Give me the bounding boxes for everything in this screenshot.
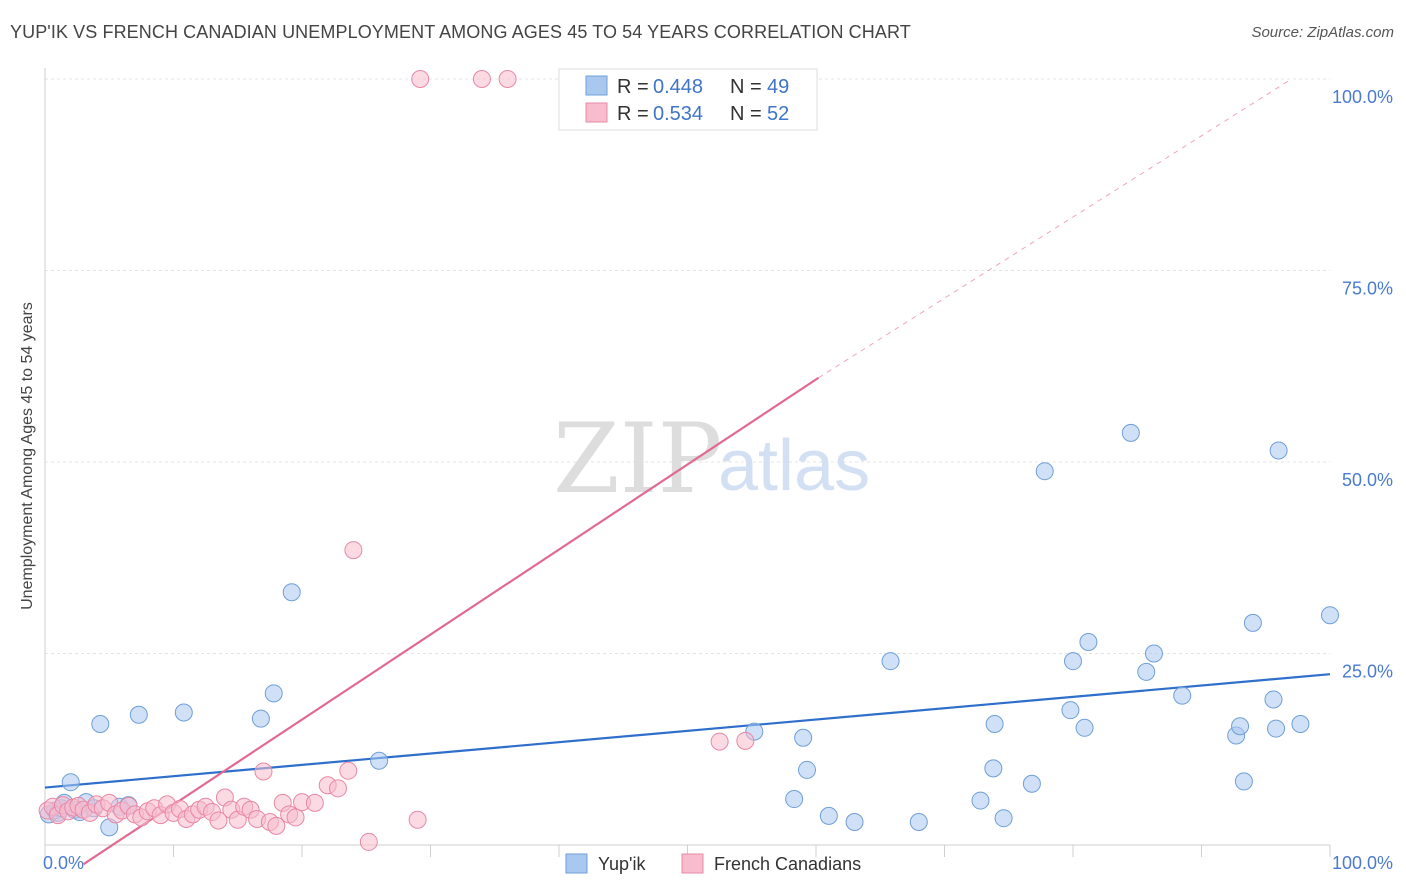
french-canadians-point-42 <box>305 793 324 812</box>
chart-title: YUP'IK VS FRENCH CANADIAN UNEMPLOYMENT A… <box>10 22 911 42</box>
series-legend-label-yupik: Yup'ik <box>598 854 646 874</box>
french-canadians-point-35 <box>254 762 273 781</box>
watermark: ZIP atlas <box>553 403 870 515</box>
legend-r-label-yupik: R = <box>617 76 649 98</box>
french-canadians-point-52 <box>710 732 729 751</box>
legend-r-label-french-canadians: R = <box>617 103 649 125</box>
yupik-point-5 <box>61 773 80 792</box>
yupik-point-47 <box>1267 719 1286 738</box>
legend-n-value-yupik: 49 <box>767 76 789 98</box>
yupik-point-38 <box>1121 423 1140 442</box>
yupik-point-16 <box>251 709 270 728</box>
yupik-trend-line <box>44 673 1331 789</box>
french-canadians-trend-line <box>82 376 820 866</box>
french-canadians-point-49 <box>411 70 430 88</box>
legend-swatch-french-canadians <box>585 102 608 123</box>
x-tick-label-1: 100.0% <box>1332 853 1393 873</box>
y-tick-label-3: 100.0% <box>1332 87 1393 107</box>
yupik-point-36 <box>1075 718 1094 737</box>
yupik-point-17 <box>264 684 283 703</box>
yupik-point-10 <box>91 714 110 733</box>
yupik-point-21 <box>785 790 804 809</box>
legend-swatch-yupik <box>585 75 608 96</box>
x-tick-label-0: 0.0% <box>43 853 84 873</box>
french-canadians-point-44 <box>328 779 347 798</box>
legend-r-value-yupik: 0.448 <box>653 76 703 98</box>
yupik-point-46 <box>1264 690 1283 709</box>
yupik-point-32 <box>1022 774 1041 793</box>
y-tick-label-1: 50.0% <box>1342 470 1393 490</box>
french-canadians-point-37 <box>267 816 286 835</box>
y-tick-label-0: 25.0% <box>1342 662 1393 682</box>
yupik-point-24 <box>819 806 838 825</box>
yupik-point-45 <box>1243 613 1262 632</box>
legend-n-label-yupik: N = <box>730 76 762 98</box>
yupik-point-37 <box>1079 633 1098 652</box>
french-canadians-point-53 <box>736 731 755 750</box>
yupik-point-50 <box>1321 606 1339 625</box>
french-canadians-point-40 <box>286 808 305 827</box>
yupik-point-31 <box>994 809 1013 828</box>
yupik-point-34 <box>1061 701 1080 720</box>
yupik-point-49 <box>1291 714 1310 733</box>
y-tick-labels: 25.0% 50.0% 75.0% 100.0% <box>1332 87 1393 682</box>
yupik-point-40 <box>1144 644 1163 663</box>
yupik-point-23 <box>798 760 817 779</box>
legend-n-value-french-canadians: 52 <box>767 103 789 125</box>
yupik-point-25 <box>845 813 864 832</box>
yupik-point-44 <box>1234 772 1253 791</box>
stats-legend: R = 0.448 N = 49 R = 0.534 N = 52 <box>558 68 818 131</box>
yupik-point-27 <box>909 813 928 832</box>
yupik-point-33 <box>1035 462 1054 481</box>
series-legend-swatch-yupik <box>565 853 588 874</box>
french-canadians-point-45 <box>339 761 358 780</box>
french-canadians-point-47 <box>359 832 378 851</box>
french-canadians-point-28 <box>209 811 228 830</box>
data-points <box>38 70 1339 851</box>
yupik-point-41 <box>1173 686 1192 705</box>
yupik-point-39 <box>1137 662 1156 681</box>
yupik-point-35 <box>1064 652 1082 671</box>
yupik-point-26 <box>881 652 900 671</box>
series-legend: Yup'ik French Canadians <box>565 853 861 874</box>
legend-r-value-french-canadians: 0.534 <box>653 103 703 125</box>
yupik-point-43 <box>1231 717 1250 736</box>
french-canadians-point-51 <box>498 70 517 88</box>
yupik-point-18 <box>282 583 301 602</box>
legend-n-label-french-canadians: N = <box>730 103 762 125</box>
series-legend-label-french-canadians: French Canadians <box>714 854 861 874</box>
yupik-point-19 <box>370 751 389 770</box>
yupik-point-28 <box>971 791 990 810</box>
y-tick-label-2: 75.0% <box>1342 279 1393 299</box>
watermark-atlas: atlas <box>718 426 870 506</box>
french-canadians-point-46 <box>344 541 363 560</box>
series-legend-swatch-french-canadians <box>681 853 704 874</box>
yupik-point-22 <box>794 728 813 747</box>
yupik-point-15 <box>174 703 193 722</box>
yupik-point-48 <box>1269 441 1288 460</box>
yupik-point-14 <box>129 705 148 724</box>
yupik-point-30 <box>985 714 1004 733</box>
source-label: Source: ZipAtlas.com <box>1251 24 1394 41</box>
french-canadians-trend-extension <box>818 78 1292 379</box>
french-canadians-point-50 <box>472 70 491 88</box>
x-tick-labels: 0.0% 100.0% <box>43 853 1393 873</box>
yupik-point-29 <box>984 759 1003 778</box>
french-canadians-point-48 <box>408 810 427 829</box>
